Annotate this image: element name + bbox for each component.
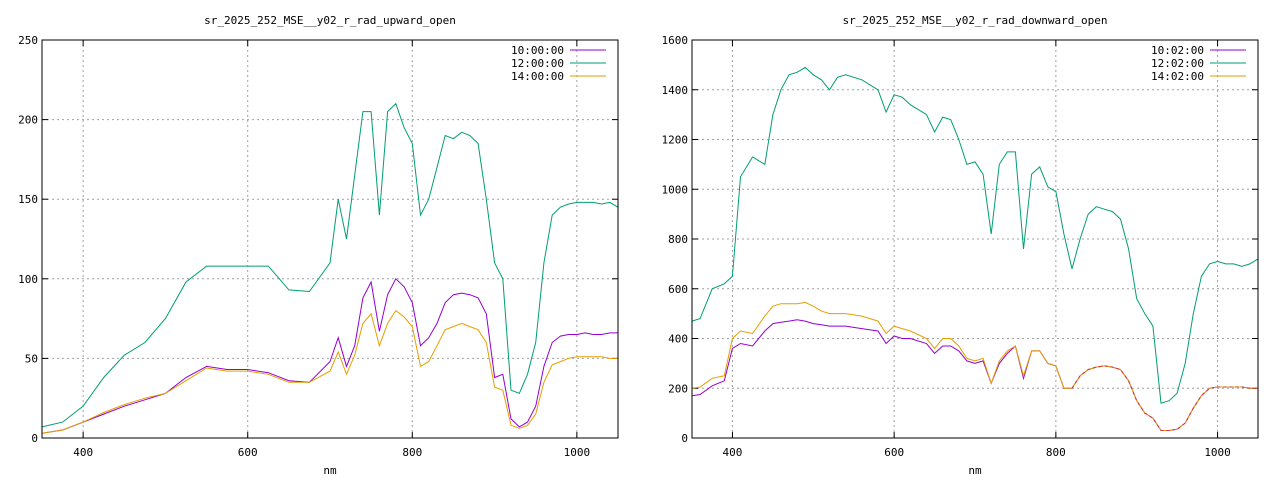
y-tick-label: 400: [668, 333, 688, 346]
series-line-12:00:00: [41, 102, 619, 428]
legend-label: 12:00:00: [511, 57, 564, 70]
y-tick-label: 0: [31, 432, 38, 445]
series-overlap-dash: [1071, 365, 1258, 431]
plot-frame: [691, 39, 1259, 439]
series-line-12:02:00: [691, 66, 1259, 404]
left-chart-upward: sr_2025_252_MSE__y02_r_rad_upward_open n…: [18, 14, 619, 477]
y-tick-label: 1600: [662, 34, 689, 47]
series-line-10:00:00: [41, 277, 618, 434]
y-tick-label: 250: [18, 34, 38, 47]
y-tick-label: 100: [18, 273, 38, 286]
x-axis-label: nm: [968, 464, 982, 477]
x-tick-label: 1000: [564, 446, 591, 459]
x-tick-label: 600: [884, 446, 904, 459]
x-tick-label: 800: [1046, 446, 1066, 459]
x-tick-label: 800: [402, 446, 422, 459]
x-tick-label: 400: [722, 446, 742, 459]
y-tick-label: 600: [668, 283, 688, 296]
right-chart-downward: sr_2025_252_MSE__y02_r_rad_downward_open…: [662, 14, 1259, 477]
series-line-10:02:00: [691, 319, 1258, 431]
plot-frame: [41, 39, 619, 439]
series-line-14:02:00: [691, 301, 1258, 431]
y-tick-label: 200: [18, 114, 38, 127]
y-tick-label: 50: [25, 352, 38, 365]
legend-label: 10:02:00: [1151, 44, 1204, 57]
y-tick-label: 1400: [662, 84, 689, 97]
y-tick-label: 0: [681, 432, 688, 445]
x-axis-label: nm: [323, 464, 337, 477]
legend-label: 10:00:00: [511, 44, 564, 57]
x-tick-label: 1000: [1204, 446, 1231, 459]
legend-label: 14:00:00: [511, 70, 564, 83]
chart-title: sr_2025_252_MSE__y02_r_rad_upward_open: [204, 14, 456, 27]
y-tick-label: 1000: [662, 183, 689, 196]
y-tick-label: 200: [668, 382, 688, 395]
legend-label: 12:02:00: [1151, 57, 1204, 70]
series-line-14:00:00: [41, 309, 618, 434]
y-tick-label: 800: [668, 233, 688, 246]
y-tick-label: 1200: [662, 134, 689, 147]
legend-label: 14:02:00: [1151, 70, 1204, 83]
x-tick-label: 600: [238, 446, 258, 459]
x-tick-label: 400: [73, 446, 93, 459]
y-tick-label: 150: [18, 193, 38, 206]
chart-title: sr_2025_252_MSE__y02_r_rad_downward_open: [843, 14, 1108, 27]
